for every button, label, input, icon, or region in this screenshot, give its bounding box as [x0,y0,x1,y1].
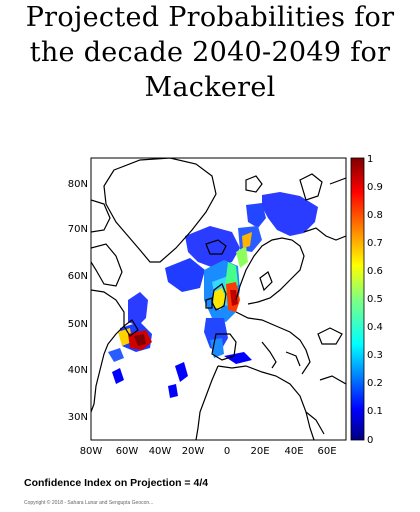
colorbar-tick-0-6: 0.6 [367,266,383,277]
lon-tick-20w: 20W [182,446,205,457]
lat-tick-60n: 60N [68,271,88,282]
lon-tick-60e: 60E [317,446,336,457]
colorbar-tick-0-5: 0.5 [367,294,383,305]
colorbar-gradient [350,157,365,441]
title-line-2: the decade 2040-2049 for [29,37,391,68]
lat-tick-30n: 30N [68,412,88,423]
lat-tick-40n: 40N [68,365,88,376]
title-line-1: Projected Probabilities for [25,2,395,33]
title-line-3: Mackerel [144,72,276,103]
probability-map: 80N 70N 60N 50N 40N 30N 80W 60W 40W 20W … [68,154,383,457]
confidence-label: Confidence Index on Projection = [24,477,191,489]
lat-tick-70n: 70N [68,224,88,235]
lat-tick-50n: 50N [68,319,88,330]
lat-tick-80n: 80N [68,179,88,190]
map-contents [91,158,346,440]
colorbar: 1 0.9 0.8 0.7 0.6 0.5 0.4 0.3 0.2 0.1 0 [350,154,383,446]
lon-tick-0: 0 [224,446,230,457]
colorbar-tick-0-1: 0.1 [367,406,383,417]
lat-ticks: 80N 70N 60N 50N 40N 30N [68,179,88,423]
lon-tick-80w: 80W [80,446,103,457]
lon-tick-40e: 40E [284,446,303,457]
colorbar-tick-0-8: 0.8 [367,210,383,221]
colorbar-tick-0-2: 0.2 [367,378,383,389]
lon-tick-60w: 60W [116,446,139,457]
probability-field [108,192,318,398]
lon-ticks: 80W 60W 40W 20W 0 20E 40E 60E [80,446,337,457]
colorbar-tick-0-9: 0.9 [367,182,383,193]
colorbar-tick-0-3: 0.3 [367,350,383,361]
colorbar-tick-0-7: 0.7 [367,238,383,249]
colorbar-tick-0-4: 0.4 [367,322,383,333]
lon-tick-40w: 40W [149,446,172,457]
colorbar-tick-1: 1 [367,154,373,165]
copyright-notice: Copyright © 2018 - Sahara Lunar and Seng… [24,500,154,506]
coastlines [91,158,346,440]
lon-tick-20e: 20E [250,446,269,457]
colorbar-tick-0: 0 [367,435,373,446]
page-title: Projected Probabilities for the decade 2… [0,0,420,105]
confidence-value: 4/4 [193,477,209,489]
confidence-index: Confidence Index on Projection = 4/4 [24,477,208,489]
